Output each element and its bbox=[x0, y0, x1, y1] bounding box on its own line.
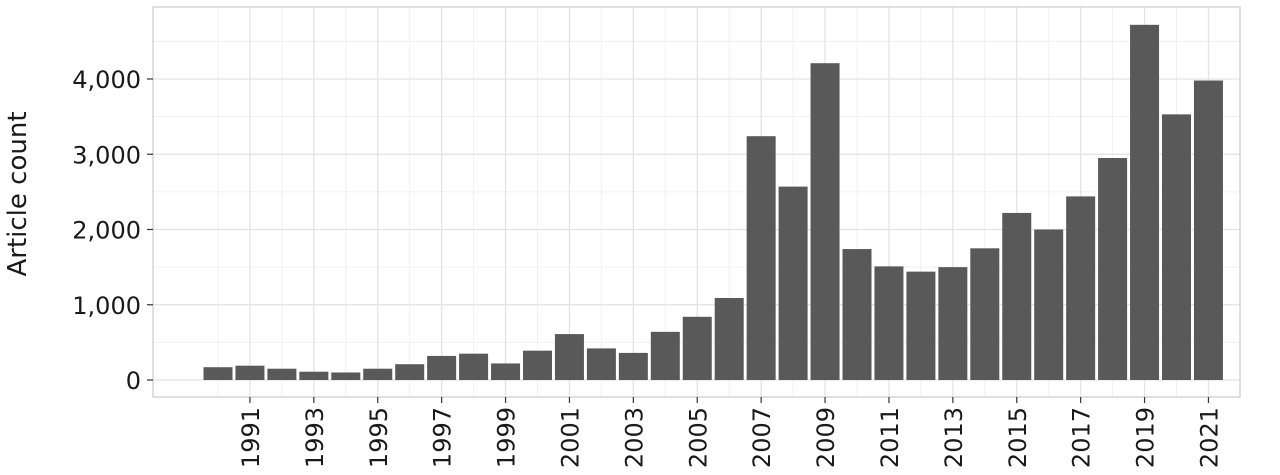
x-tick-label: 1993 bbox=[301, 407, 329, 468]
bar-2006 bbox=[714, 297, 744, 380]
bar-2014 bbox=[970, 248, 1000, 380]
bar-2017 bbox=[1066, 196, 1096, 380]
bar-2012 bbox=[906, 271, 936, 380]
bar-2010 bbox=[842, 249, 872, 380]
x-tick-label: 1991 bbox=[237, 407, 265, 468]
y-axis-title: Article count bbox=[3, 111, 33, 276]
x-tick-label: 1997 bbox=[429, 407, 457, 468]
x-tick-label: 1995 bbox=[365, 407, 393, 468]
x-tick-label: 2007 bbox=[748, 407, 776, 468]
bar-2011 bbox=[874, 266, 904, 380]
x-tick-label: 2003 bbox=[620, 407, 648, 468]
x-tick-label: 2005 bbox=[684, 407, 712, 468]
bar-2000 bbox=[523, 350, 552, 380]
bar-1992 bbox=[267, 368, 297, 380]
bar-2002 bbox=[586, 348, 616, 380]
bar-1991 bbox=[235, 365, 265, 380]
bar-2018 bbox=[1098, 158, 1128, 380]
bar-2007 bbox=[746, 136, 776, 380]
bar-2015 bbox=[1002, 212, 1032, 380]
x-tick-label: 2009 bbox=[812, 407, 840, 468]
bar-2008 bbox=[778, 186, 808, 380]
x-tick-label: 2021 bbox=[1195, 407, 1223, 468]
y-tick-label: 2,000 bbox=[72, 217, 141, 245]
bar-1995 bbox=[363, 368, 393, 380]
bar-2020 bbox=[1162, 114, 1191, 381]
y-axis: 0 1,000 2,000 3,000 4,000 bbox=[72, 66, 153, 395]
bar-2009 bbox=[810, 63, 840, 380]
x-axis: 1991 1993 1995 1997 1999 2001 2003 2005 2007 2009… bbox=[237, 397, 1223, 468]
x-tick-label: 2015 bbox=[1004, 407, 1032, 468]
bar-2013 bbox=[938, 267, 968, 381]
bar-1996 bbox=[395, 364, 425, 380]
bar-2004 bbox=[650, 331, 680, 380]
bar-1990 bbox=[203, 367, 233, 380]
bar-1999 bbox=[491, 363, 521, 380]
x-tick-label: 2011 bbox=[876, 407, 904, 468]
bar-2021 bbox=[1193, 80, 1223, 380]
bar-1998 bbox=[459, 353, 489, 380]
x-tick-label: 2013 bbox=[940, 407, 968, 468]
bar-2001 bbox=[554, 334, 584, 380]
bar-1994 bbox=[331, 372, 361, 380]
x-tick-label: 1999 bbox=[493, 407, 521, 468]
plot-panel-border bbox=[152, 6, 1241, 398]
y-tick-label: 0 bbox=[126, 367, 141, 395]
bar-1997 bbox=[427, 355, 457, 380]
y-tick-label: 3,000 bbox=[72, 141, 141, 169]
bar-2016 bbox=[1034, 229, 1064, 380]
x-tick-label: 2017 bbox=[1068, 407, 1096, 468]
y-tick-label: 4,000 bbox=[72, 66, 141, 94]
x-tick-label: 2019 bbox=[1132, 407, 1160, 468]
bar-layer bbox=[203, 24, 1223, 381]
bar-1993 bbox=[299, 371, 329, 380]
bar-2019 bbox=[1130, 24, 1160, 380]
x-tick-label: 2001 bbox=[556, 407, 584, 468]
bar-2003 bbox=[618, 352, 648, 380]
bar-2005 bbox=[682, 316, 712, 380]
y-tick-label: 1,000 bbox=[72, 292, 141, 320]
